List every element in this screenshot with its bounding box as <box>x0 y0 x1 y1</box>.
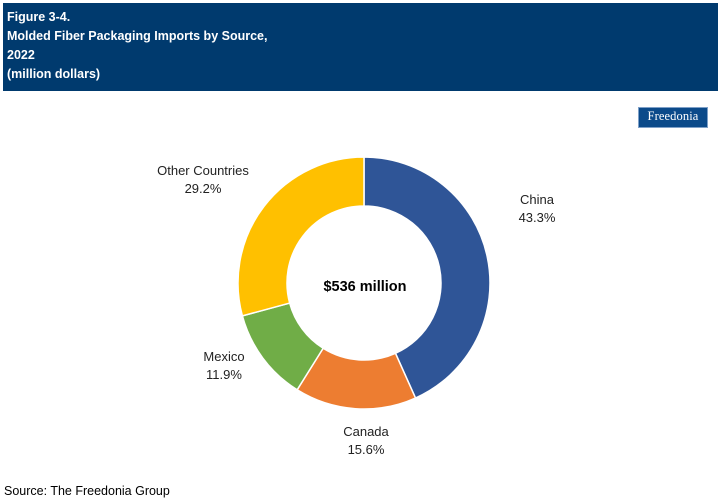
slice-labels: China 43.3% Canada 15.6% Mexico 11.9% Other Co… <box>157 163 556 457</box>
label-other-countries-value: 29.2% <box>185 181 222 196</box>
label-canada-name: Canada <box>343 424 389 439</box>
label-canada-value: 15.6% <box>348 442 385 457</box>
logo-text: Freedonia <box>647 109 699 123</box>
source-note: Source: The Freedonia Group <box>4 484 170 498</box>
label-other-countries-name: Other Countries <box>157 163 249 178</box>
figure-units: (million dollars) <box>7 67 101 81</box>
label-mexico-value: 11.9% <box>206 367 242 382</box>
slice-other-countries <box>237 156 365 317</box>
label-china-name: China <box>520 192 555 207</box>
donut-slices <box>237 156 491 410</box>
figure-title-line1: Molded Fiber Packaging Imports by Source… <box>7 29 268 43</box>
figure-number: Figure 3-4. <box>7 10 71 24</box>
figure-title-line2: 2022 <box>7 48 35 62</box>
label-mexico-name: Mexico <box>203 349 244 364</box>
slice-china <box>363 156 491 399</box>
freedonia-logo: Freedonia <box>638 107 708 128</box>
label-china-value: 43.3% <box>519 210 556 225</box>
figure-header: Figure 3-4. Molded Fiber Packaging Impor… <box>3 3 718 91</box>
center-total-label: $536 million <box>323 279 406 295</box>
